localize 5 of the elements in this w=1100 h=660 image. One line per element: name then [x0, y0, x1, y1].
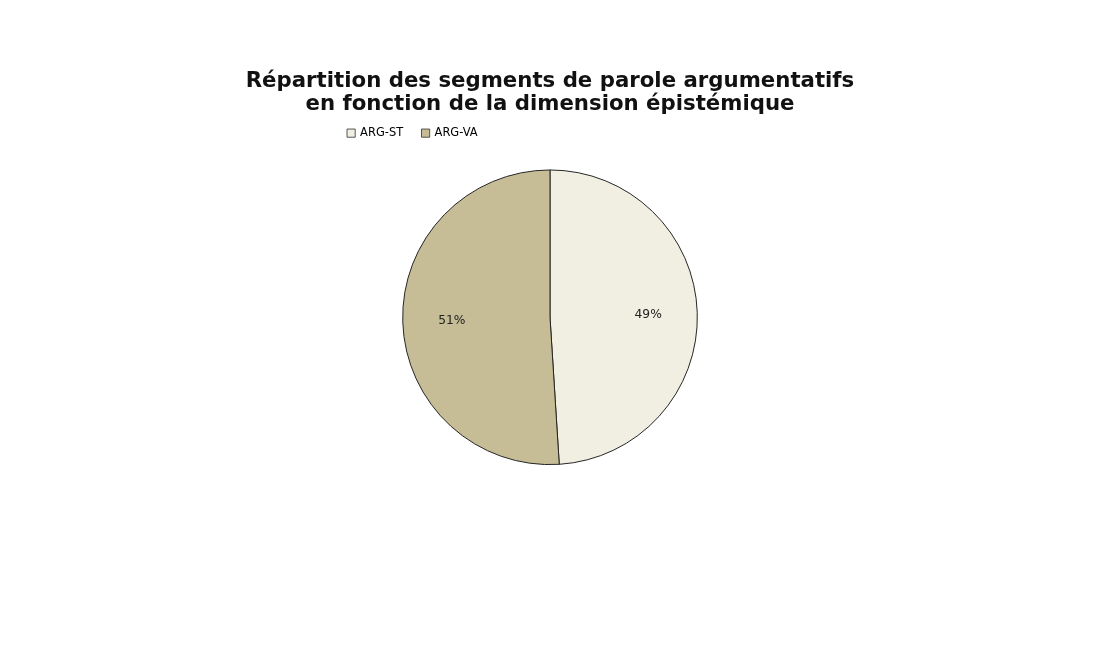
legend-label: ARG-VA: [434, 125, 478, 140]
chart-title: Répartition des segments de parole argumentatifs en fonction de la dimension épistémique: [245, 67, 855, 116]
legend-label: ARG-ST: [360, 125, 405, 140]
data-label: 49%: [634, 307, 662, 322]
data-label: 51%: [438, 313, 466, 328]
